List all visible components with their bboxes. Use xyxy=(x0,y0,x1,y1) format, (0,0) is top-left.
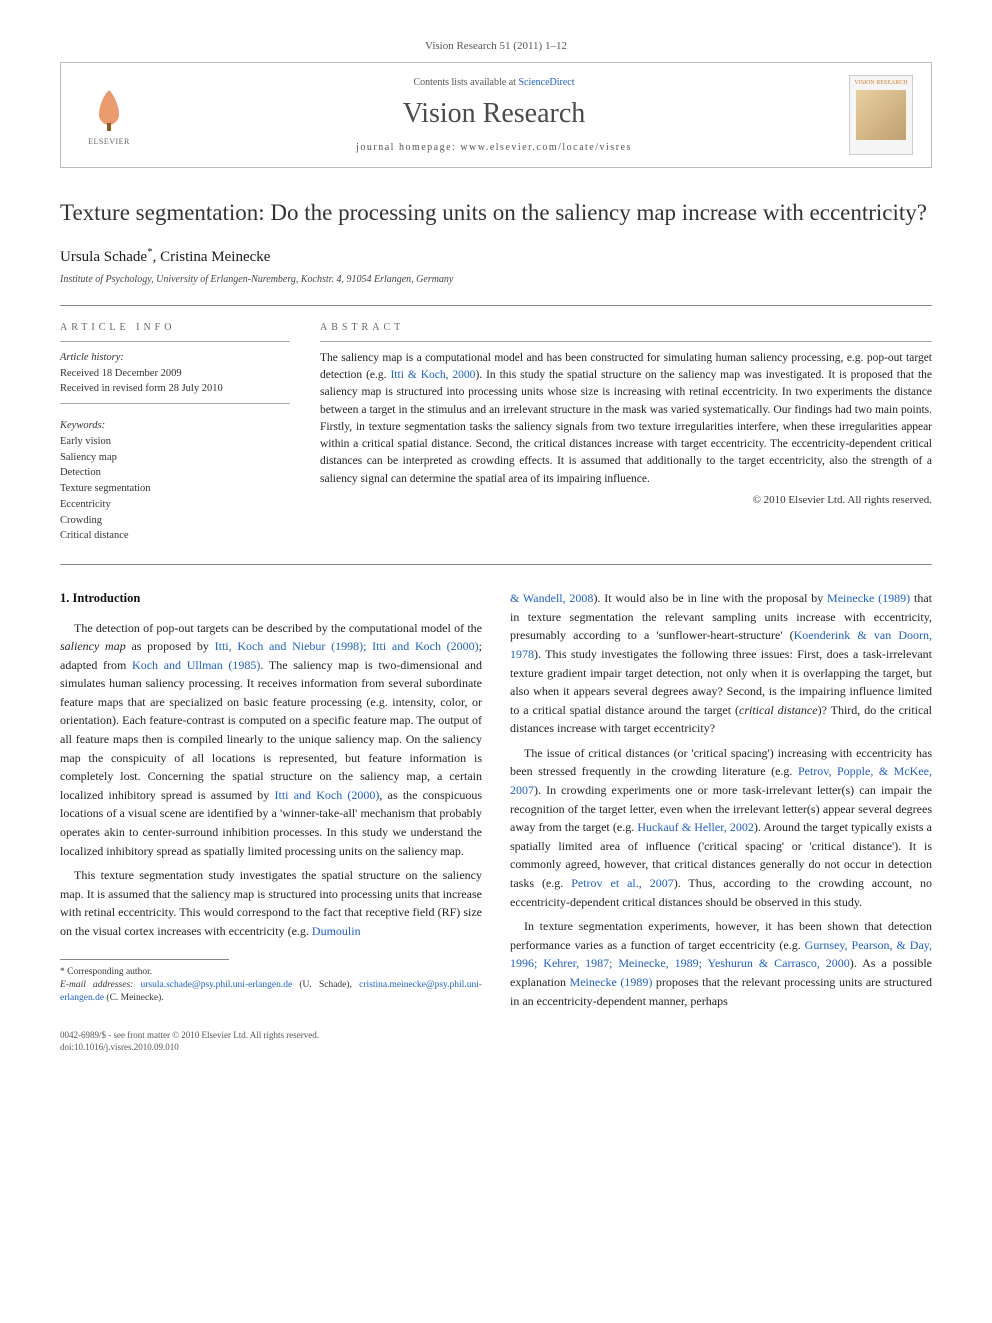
info-divider xyxy=(60,403,290,404)
issn-line: 0042-6989/$ - see front matter © 2010 El… xyxy=(60,1030,932,1042)
footer: 0042-6989/$ - see front matter © 2010 El… xyxy=(60,1030,932,1053)
page: Vision Research 51 (2011) 1–12 ELSEVIER … xyxy=(0,0,992,1084)
article-history: Article history: Received 18 December 20… xyxy=(60,350,290,397)
info-divider xyxy=(60,341,290,342)
citation-link[interactable]: Petrov et al., 2007 xyxy=(571,876,673,890)
abstract-label: ABSTRACT xyxy=(320,322,932,333)
divider xyxy=(60,305,932,306)
keyword: Detection xyxy=(60,465,290,481)
email-link[interactable]: ursula.schade@psy.phil.uni-erlangen.de xyxy=(141,980,293,990)
citation-link[interactable]: Koch and Ullman (1985) xyxy=(132,658,260,672)
citation-link[interactable]: Itti and Koch (2000) xyxy=(275,788,380,802)
authors-line: Ursula Schade*, Cristina Meinecke xyxy=(60,246,932,266)
publisher-logo: ELSEVIER xyxy=(79,80,139,150)
article-info-column: ARTICLE INFO Article history: Received 1… xyxy=(60,322,290,544)
citation-link[interactable]: Dumoulin xyxy=(312,924,361,938)
journal-reference: Vision Research 51 (2011) 1–12 xyxy=(60,40,932,52)
body-paragraph: & Wandell, 2008). It would also be in li… xyxy=(510,589,932,738)
section-heading: 1. Introduction xyxy=(60,589,482,608)
email-name: (U. Schade), xyxy=(299,980,352,990)
sciencedirect-link[interactable]: ScienceDirect xyxy=(518,77,574,88)
divider xyxy=(60,564,932,565)
header-center: Contents lists available at ScienceDirec… xyxy=(139,77,849,153)
body-columns: 1. Introduction The detection of pop-out… xyxy=(60,589,932,1016)
affiliation: Institute of Psychology, University of E… xyxy=(60,274,932,285)
publisher-name: ELSEVIER xyxy=(88,137,130,146)
italic-term: saliency map xyxy=(60,639,126,653)
revised-date: Received in revised form 28 July 2010 xyxy=(60,381,290,397)
doi-line: doi:10.1016/j.visres.2010.09.010 xyxy=(60,1042,932,1054)
journal-cover-thumbnail: VISION RESEARCH xyxy=(849,75,913,155)
corr-marker: * Corresponding author. xyxy=(60,966,482,979)
citation-link[interactable]: Meinecke (1989) xyxy=(827,591,910,605)
body-paragraph: The detection of pop-out targets can be … xyxy=(60,619,482,861)
info-divider xyxy=(320,341,932,342)
citation-link[interactable]: Meinecke (1989) xyxy=(570,975,653,989)
received-date: Received 18 December 2009 xyxy=(60,366,290,382)
keyword: Eccentricity xyxy=(60,497,290,513)
body-paragraph: The issue of critical distances (or 'cri… xyxy=(510,744,932,911)
keywords-block: Keywords: Early vision Saliency map Dete… xyxy=(60,418,290,544)
cover-image xyxy=(856,90,906,140)
article-info-label: ARTICLE INFO xyxy=(60,322,290,333)
abstract-post: ). In this study the spatial structure o… xyxy=(320,369,932,485)
body-column-left: 1. Introduction The detection of pop-out… xyxy=(60,589,482,1016)
keyword: Early vision xyxy=(60,434,290,450)
body-column-right: & Wandell, 2008). It would also be in li… xyxy=(510,589,932,1016)
info-abstract-row: ARTICLE INFO Article history: Received 1… xyxy=(60,322,932,544)
keyword: Saliency map xyxy=(60,450,290,466)
keyword: Crowding xyxy=(60,513,290,529)
body-paragraph: In texture segmentation experiments, how… xyxy=(510,917,932,1010)
keyword: Texture segmentation xyxy=(60,481,290,497)
elsevier-tree-icon xyxy=(84,85,134,135)
citation-link[interactable]: Huckauf & Heller, 2002 xyxy=(637,820,754,834)
contents-line: Contents lists available at ScienceDirec… xyxy=(139,77,849,88)
journal-header: ELSEVIER Contents lists available at Sci… xyxy=(60,62,932,168)
corresponding-author-note: * Corresponding author. E-mail addresses… xyxy=(60,966,482,1006)
author-name: Ursula Schade xyxy=(60,249,147,265)
citation-link[interactable]: Itti, Koch and Niebur (1998); Itti and K… xyxy=(215,639,479,653)
italic-term: critical distance xyxy=(739,703,818,717)
citation-link[interactable]: & Wandell, 2008 xyxy=(510,591,593,605)
author-marker: * xyxy=(147,246,153,258)
cover-title: VISION RESEARCH xyxy=(854,80,907,86)
contents-text: Contents lists available at xyxy=(413,77,518,88)
author-name: Cristina Meinecke xyxy=(160,249,270,265)
email-line: E-mail addresses: ursula.schade@psy.phil… xyxy=(60,979,482,1006)
citation-link[interactable]: Itti & Koch, 2000 xyxy=(390,369,475,381)
abstract-text: The saliency map is a computational mode… xyxy=(320,350,932,488)
abstract-column: ABSTRACT The saliency map is a computati… xyxy=(320,322,932,544)
article-title: Texture segmentation: Do the processing … xyxy=(60,198,932,228)
history-label: Article history: xyxy=(60,350,290,366)
keyword: Critical distance xyxy=(60,528,290,544)
email-label: E-mail addresses: xyxy=(60,980,133,990)
copyright: © 2010 Elsevier Ltd. All rights reserved… xyxy=(320,494,932,506)
journal-name: Vision Research xyxy=(139,98,849,130)
email-name: (C. Meinecke). xyxy=(106,993,163,1003)
footnote-divider xyxy=(60,959,229,960)
keywords-label: Keywords: xyxy=(60,418,290,434)
journal-homepage: journal homepage: www.elsevier.com/locat… xyxy=(139,142,849,153)
body-paragraph: This texture segmentation study investig… xyxy=(60,866,482,940)
